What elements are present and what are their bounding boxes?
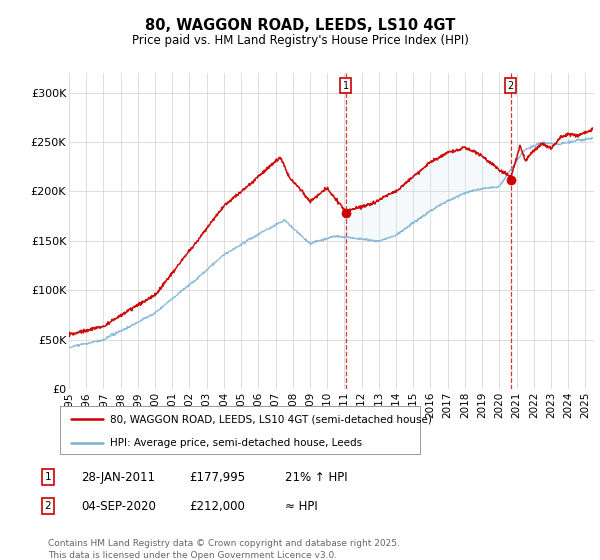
Text: 1: 1 xyxy=(343,81,349,91)
Text: 80, WAGGON ROAD, LEEDS, LS10 4GT: 80, WAGGON ROAD, LEEDS, LS10 4GT xyxy=(145,18,455,32)
Text: £177,995: £177,995 xyxy=(189,470,245,484)
Text: Contains HM Land Registry data © Crown copyright and database right 2025.
This d: Contains HM Land Registry data © Crown c… xyxy=(48,539,400,559)
Text: ≈ HPI: ≈ HPI xyxy=(285,500,318,513)
Text: 1: 1 xyxy=(44,472,52,482)
Text: 2: 2 xyxy=(44,501,52,511)
Text: 2: 2 xyxy=(508,81,514,91)
Text: 04-SEP-2020: 04-SEP-2020 xyxy=(81,500,156,513)
Text: HPI: Average price, semi-detached house, Leeds: HPI: Average price, semi-detached house,… xyxy=(110,438,362,448)
Text: 28-JAN-2011: 28-JAN-2011 xyxy=(81,470,155,484)
Text: 80, WAGGON ROAD, LEEDS, LS10 4GT (semi-detached house): 80, WAGGON ROAD, LEEDS, LS10 4GT (semi-d… xyxy=(110,414,432,424)
Text: £212,000: £212,000 xyxy=(189,500,245,513)
Text: 21% ↑ HPI: 21% ↑ HPI xyxy=(285,470,347,484)
Text: Price paid vs. HM Land Registry's House Price Index (HPI): Price paid vs. HM Land Registry's House … xyxy=(131,34,469,48)
